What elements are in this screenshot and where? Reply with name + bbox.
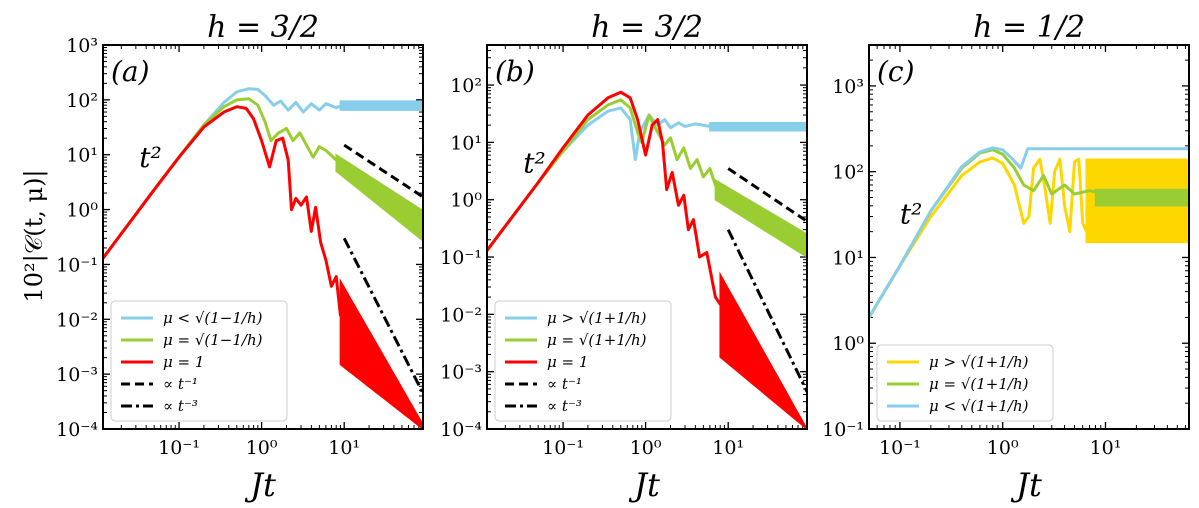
chart-3-legend: μ > √(1+1/h) μ = √(1+1/h) μ < √(1+1/h)	[876, 344, 1054, 422]
chart-3-y-tick-label: 10³	[832, 76, 864, 98]
chart-2-series-1-line	[487, 106, 807, 252]
chart-2-series-3-oscillation-band	[719, 271, 807, 429]
chart-3-annotation: t²	[900, 197, 922, 230]
chart-2-y-tick-label: 10⁰	[450, 190, 482, 212]
chart-3-x-axis-label: Jt	[1010, 466, 1042, 504]
chart-1-plot-area	[103, 87, 423, 429]
chart-1-series-5-line	[342, 237, 423, 394]
chart-1-y-tick-label: 10⁻¹	[56, 254, 98, 276]
chart-2-legend-label-1: μ > √(1+1/h)	[547, 309, 647, 327]
chart-1-x-axis-label: Jt	[244, 466, 276, 504]
chart-3-x-tick-label: 10⁰	[987, 437, 1019, 459]
chart-1-series-4-line	[343, 143, 423, 199]
chart-2-series-2-oscillation-band	[714, 178, 807, 258]
chart-2-title: h = 3/2	[591, 10, 703, 45]
chart-2-x-tick-label: 10⁰	[630, 437, 662, 459]
chart-2-annotation: t²	[523, 146, 545, 179]
chart-3-y-tick-label: 10⁰	[832, 333, 864, 355]
chart-2-series-5-line	[726, 229, 807, 393]
chart-1-legend-label-5: ∝ t⁻³	[163, 397, 198, 415]
chart-2-series-4-line	[727, 167, 807, 223]
chart-1-x-tick-label: 10¹	[328, 437, 360, 459]
chart-3-panel-label: (c)	[877, 55, 915, 88]
chart-1-y-tick-label: 10⁻²	[56, 309, 98, 331]
chart-2-y-tick-label: 10⁻²	[440, 304, 482, 326]
chart-1-legend-label-1: μ < √(1−1/h)	[163, 309, 263, 327]
chart-2-series-3-line	[487, 90, 722, 306]
y-axis-label: 10²|𝒞(t, μ)|	[20, 169, 49, 302]
chart-2-legend-label-2: μ = √(1+1/h)	[547, 331, 647, 349]
chart-3-title: h = 1/2	[973, 10, 1085, 45]
chart-1-legend: μ < √(1−1/h) μ = √(1−1/h) μ = 1 ∝ t⁻¹ ∝ t⁻³	[110, 300, 288, 422]
chart-3-y-tick-label: 10⁻¹	[822, 419, 864, 441]
chart-3: h = 1/2 Jt 10⁻¹ 10⁰ 10¹ 10⁻¹ 10⁰ 10¹ 10² 10³ (c) t²…	[822, 10, 1190, 504]
chart-1-series-3-oscillation-band	[339, 278, 423, 429]
chart-1-x-tick-label: 10⁰	[246, 437, 278, 459]
chart-2-y-tick-label: 10⁻⁴	[440, 419, 482, 441]
chart-2-y-tick-label: 10¹	[450, 132, 482, 154]
chart-1-x-tick-label: 10⁻¹	[158, 437, 200, 459]
chart-2-legend-label-3: μ = 1	[547, 353, 588, 371]
chart-3-legend-label-2: μ = √(1+1/h)	[929, 375, 1029, 393]
chart-3-plot-area	[869, 146, 1189, 319]
chart-1-annotation: t²	[139, 141, 161, 174]
chart-1-legend-box	[110, 300, 288, 422]
chart-1-y-tick-label: 10³	[66, 35, 98, 57]
chart-2-frame	[486, 44, 808, 430]
chart-3-x-tick-label: 10¹	[1090, 437, 1122, 459]
chart-3-frame	[868, 44, 1190, 430]
chart-1-legend-label-2: μ = √(1−1/h)	[163, 331, 263, 349]
chart-1-y-tick-label: 10⁻⁴	[56, 419, 98, 441]
chart-1-y-tick-label: 10¹	[66, 145, 98, 167]
chart-2-x-axis-label: Jt	[628, 466, 660, 504]
chart-2-x-tick-label: 10⁻¹	[542, 437, 584, 459]
chart-3-legend-box	[876, 344, 1054, 422]
chart-1-series-2-oscillation-band	[335, 153, 423, 242]
chart-1-legend-label-3: μ = 1	[163, 353, 204, 371]
chart-1-panel-label: (a)	[111, 55, 150, 88]
chart-3-y-tick-label: 10²	[832, 162, 864, 184]
chart-1: h = 3/2 Jt 10⁻¹ 10⁰ 10¹ 10⁻⁴ 10⁻³ 10⁻² 10⁻¹ 10⁰ 10…	[56, 10, 424, 504]
chart-2-legend-label-4: ∝ t⁻¹	[547, 375, 582, 393]
chart-1-y-tick-label: 10²	[66, 90, 98, 112]
chart-2-y-tick-label: 10⁻¹	[440, 247, 482, 269]
chart-3-y-tick-label: 10¹	[832, 247, 864, 269]
chart-2: h = 3/2 Jt 10⁻¹ 10⁰ 10¹ 10⁻⁴ 10⁻³ 10⁻² 10⁻¹ 10⁰ 10…	[440, 10, 808, 504]
chart-3-legend-label-1: μ > √(1+1/h)	[929, 353, 1029, 371]
chart-1-y-tick-label: 10⁻³	[56, 364, 98, 386]
chart-2-series-2-line	[487, 98, 717, 252]
chart-3-x-tick-label: 10⁻¹	[879, 437, 921, 459]
chart-2-legend: μ > √(1+1/h) μ = √(1+1/h) μ = 1 ∝ t⁻¹ ∝ t⁻³	[494, 300, 672, 422]
chart-2-y-tick-label: 10⁻³	[440, 362, 482, 384]
chart-1-series-2-line	[103, 97, 338, 260]
chart-2-plot-area	[487, 90, 807, 429]
chart-3-series-3-line	[869, 146, 1189, 319]
chart-2-legend-box	[494, 300, 672, 422]
chart-1-frame	[102, 44, 424, 430]
chart-2-x-tick-label: 10¹	[712, 437, 744, 459]
chart-1-title: h = 3/2	[207, 10, 319, 45]
chart-1-legend-label-4: ∝ t⁻¹	[163, 375, 198, 393]
chart-2-panel-label: (b)	[495, 55, 535, 88]
chart-1-y-tick-label: 10⁰	[66, 200, 98, 222]
chart-2-legend-label-5: ∝ t⁻³	[547, 397, 582, 415]
chart-2-y-tick-label: 10²	[450, 75, 482, 97]
chart-3-series-1-line	[869, 156, 1090, 319]
chart-3-legend-label-3: μ < √(1+1/h)	[929, 397, 1029, 415]
panels: h = 3/2 Jt 10⁻¹ 10⁰ 10¹ 10⁻⁴ 10⁻³ 10⁻² 10⁻¹ 10⁰ 10…	[56, 10, 1190, 504]
chart-1-series-3-line	[103, 105, 342, 317]
